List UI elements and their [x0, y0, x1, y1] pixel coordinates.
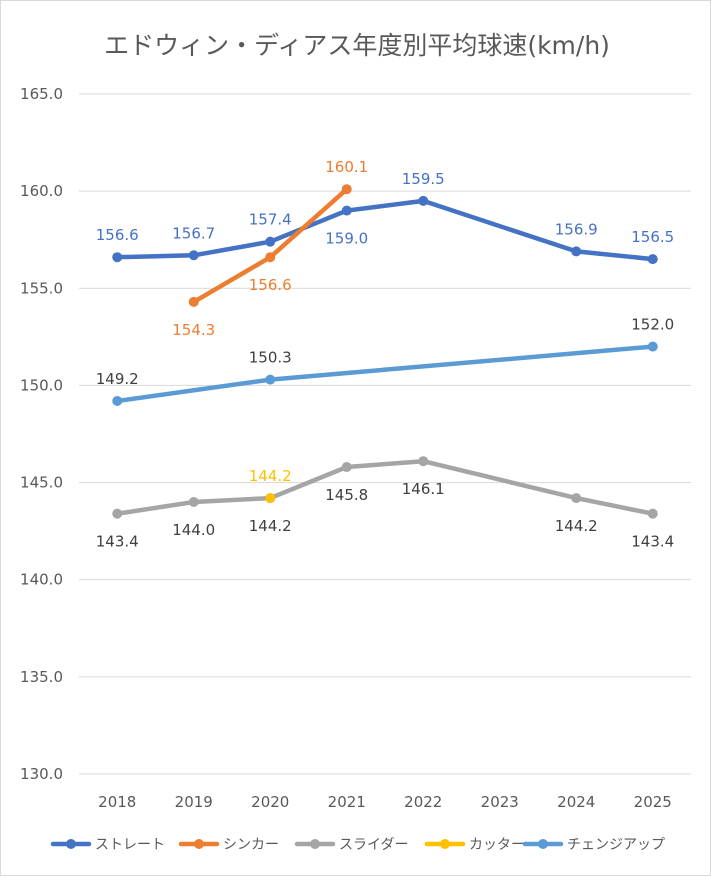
legend-item: カッター: [424, 837, 525, 853]
data-point: [265, 493, 276, 504]
data-point: [418, 456, 429, 467]
data-label: 145.8: [325, 486, 368, 504]
x-tick-label: 2018: [98, 793, 136, 811]
data-point: [265, 252, 276, 263]
data-label: 144.2: [249, 467, 292, 485]
data-point: [112, 508, 123, 519]
data-label: 144.0: [172, 521, 215, 539]
series-4: [112, 341, 658, 406]
data-point: [647, 341, 658, 352]
gridlines: [79, 93, 691, 775]
series-2: [112, 456, 658, 519]
legend-marker: [440, 839, 450, 849]
y-tick-label: 140.0: [20, 571, 63, 589]
legend: ストレート シンカー スライダー カッター チェンジアップ: [50, 837, 665, 853]
x-tick-label: 2020: [251, 793, 289, 811]
data-label: 144.2: [555, 517, 598, 535]
legend-marker: [66, 839, 76, 849]
series-line: [115, 458, 656, 516]
data-label: 160.1: [325, 158, 368, 176]
data-label: 156.9: [555, 220, 598, 238]
legend-item: ストレート: [50, 837, 165, 853]
legend-label: ストレート: [95, 837, 165, 853]
data-label: 143.4: [96, 533, 139, 551]
series-0: [112, 195, 658, 265]
data-label: 149.2: [96, 370, 139, 388]
data-label: 156.7: [172, 224, 215, 242]
y-tick-label: 145.0: [20, 474, 63, 492]
data-label: 159.5: [402, 170, 445, 188]
y-tick-label: 165.0: [20, 85, 63, 103]
legend-label: スライダー: [339, 837, 408, 853]
x-tick-label: 2019: [175, 793, 213, 811]
chart-title: エドウィン・ディアス年度別平均球速(km/h): [104, 31, 610, 60]
data-point: [418, 195, 429, 206]
legend-label: チェンジアップ: [567, 837, 665, 853]
data-point: [188, 296, 199, 307]
legend-label: カッター: [469, 837, 525, 853]
data-point: [265, 374, 276, 385]
series-group: [112, 184, 658, 519]
series-line: [115, 344, 656, 404]
y-tick-label: 150.0: [20, 376, 63, 394]
series-1: [188, 184, 352, 307]
y-tick-label: 130.0: [20, 765, 63, 783]
data-point: [647, 508, 658, 519]
data-point: [112, 395, 123, 406]
data-point: [341, 205, 352, 216]
x-tick-label: 2025: [634, 793, 672, 811]
data-label: 150.3: [249, 349, 292, 367]
data-label: 156.6: [96, 226, 139, 244]
data-label: 146.1: [402, 480, 445, 498]
data-label: 143.4: [631, 533, 674, 551]
data-point: [265, 236, 276, 247]
data-label: 156.6: [249, 276, 292, 294]
y-tick-label: 135.0: [20, 668, 63, 686]
data-point: [571, 246, 582, 257]
data-labels: 156.6 156.7 157.4 159.0 159.5 156.9 156.5 154.3…: [96, 158, 674, 550]
x-axis-ticks: 2018 2019 2020 2021 2022 2023 2024 2025: [98, 793, 672, 811]
y-tick-label: 155.0: [20, 279, 63, 297]
data-point: [188, 250, 199, 261]
x-tick-label: 2023: [481, 793, 519, 811]
series-3: [265, 493, 276, 504]
x-tick-label: 2024: [557, 793, 595, 811]
data-point: [571, 493, 582, 504]
legend-marker: [194, 839, 204, 849]
data-point: [188, 497, 199, 507]
data-point: [112, 252, 123, 263]
legend-label: シンカー: [223, 837, 279, 853]
data-label: 152.0: [631, 316, 674, 334]
legend-item: チェンジアップ: [522, 837, 665, 853]
data-label: 156.5: [631, 228, 674, 246]
data-label: 154.3: [172, 321, 215, 339]
data-point: [647, 254, 658, 265]
x-tick-label: 2021: [328, 793, 366, 811]
legend-marker: [310, 839, 320, 849]
data-label: 157.4: [249, 211, 292, 229]
data-point: [341, 462, 352, 473]
x-tick-label: 2022: [404, 793, 442, 811]
legend-marker: [538, 839, 548, 849]
legend-item: シンカー: [178, 837, 279, 853]
data-label: 159.0: [325, 230, 368, 248]
data-point: [341, 184, 352, 195]
y-axis-ticks: 130.0 135.0 140.0 145.0 150.0 155.0 160.0 165.0: [20, 85, 63, 783]
data-label: 144.2: [249, 517, 292, 535]
y-tick-label: 160.0: [20, 182, 63, 200]
legend-item: スライダー: [294, 837, 408, 853]
